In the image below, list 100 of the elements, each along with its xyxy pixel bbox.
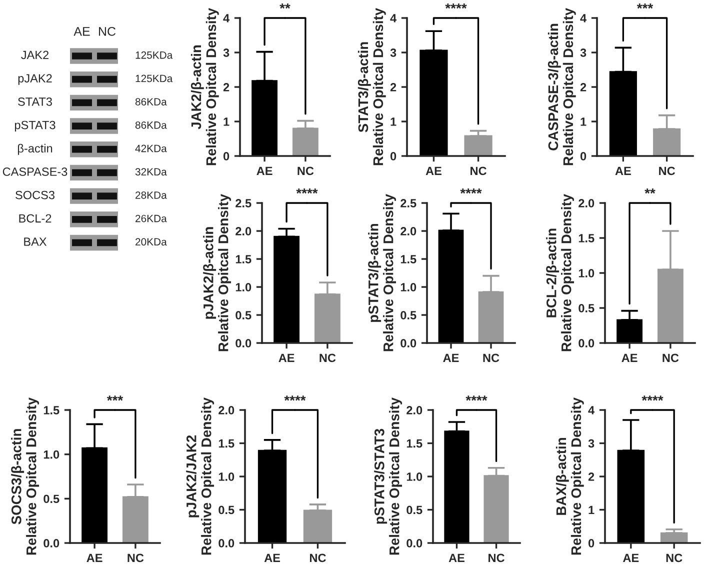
y-tick-label: 1.0 [578, 269, 594, 278]
y-tick-label: 1 [588, 506, 594, 514]
y-axis-title: BAX/β-actin Relative Opitcal Density [556, 397, 584, 555]
y-tick-label: 4 [390, 14, 397, 22]
y-axis-title: pSTAT3/β-actin Relative Opitcal Density [368, 194, 396, 352]
x-tick-label: NC [128, 554, 144, 562]
x-tick-label: AE [86, 554, 102, 562]
y-tick-label: 1.0 [236, 283, 252, 292]
y-tick-label: 1 [224, 118, 230, 126]
y-tick-label: 1.5 [218, 439, 234, 448]
y-tick-label: 2 [223, 83, 230, 92]
y-axis-title: pJAK2/β-actin Relative Opitcal Density [203, 194, 232, 352]
y-tick-label: 2.0 [236, 227, 252, 236]
y-tick-label: 2.5 [236, 199, 252, 208]
category-label: AE [74, 27, 90, 36]
y-tick-label: 0.5 [236, 311, 252, 320]
x-tick-label: AE [615, 166, 631, 175]
y-tick-label: 0.0 [400, 339, 416, 348]
text: **** [460, 188, 482, 194]
y-tick-label: 1.0 [406, 472, 422, 481]
y-tick-label: 1 [580, 118, 586, 126]
category-label: STAT3 [18, 97, 52, 106]
y-tick-label: 1.5 [406, 439, 422, 448]
x-tick-label: NC [483, 354, 500, 362]
y-tick-label: 0 [390, 152, 396, 160]
category-label: 125KDa [136, 74, 173, 82]
category-label: CASPASE-3 [2, 168, 68, 176]
x-tick-label: AE [278, 354, 294, 362]
category-label: β-actin [18, 144, 52, 155]
category-label: pSTAT3 [14, 120, 56, 132]
x-tick-label: AE [622, 354, 638, 362]
x-tick-label: AE [264, 554, 280, 562]
text: **** [642, 396, 664, 401]
x-tick-label: AE [443, 354, 459, 362]
y-axis-title: STAT3/β-actin Relative Opitcal Density [358, 8, 386, 166]
y-axis-title: SOCS3/β-actin Relative Opitcal Density [11, 397, 40, 555]
y-axis-title: pJAK2/JAK2 Relative Opitcal Density [186, 397, 214, 555]
category-label: 32KDa [135, 168, 167, 176]
y-tick-label: 2.0 [578, 199, 594, 208]
text: ** [644, 188, 656, 194]
y-tick-label: 0 [223, 152, 230, 160]
y-tick-label: 1.0 [218, 472, 234, 481]
x-tick-label: AE [256, 166, 272, 175]
category-label: SOCS3 [16, 190, 54, 200]
text: **** [466, 396, 488, 401]
y-tick-label: 2.5 [400, 199, 416, 208]
y-tick-label: 1.0 [400, 283, 416, 292]
category-label: 86KDa [135, 121, 167, 129]
category-label: BAX [24, 238, 47, 246]
category-label: 125KDa [136, 51, 173, 59]
text: **** [445, 3, 467, 9]
y-tick-label: 2 [580, 83, 586, 92]
y-tick-label: 2.0 [218, 406, 234, 414]
x-tick-label: AE [448, 554, 464, 562]
category-label: 28KDa [136, 191, 167, 199]
x-tick-label: NC [666, 554, 682, 562]
category-label: 20KDa [136, 238, 167, 246]
x-tick-label: NC [488, 554, 504, 562]
x-tick-label: AE [623, 554, 639, 562]
category-label: 42KDa [135, 144, 167, 152]
text: *** [636, 3, 654, 9]
text: ** [280, 3, 290, 9]
x-tick-label: NC [310, 554, 326, 562]
text: **** [296, 188, 318, 194]
y-tick-label: 0 [580, 152, 586, 160]
category-label: 86KDa [135, 98, 167, 106]
y-axis-title: BCL-2/β-actin Relative Opitcal Density [546, 194, 574, 352]
y-tick-label: 1.5 [578, 234, 594, 242]
text: *** [106, 396, 124, 401]
x-tick-label: NC [470, 166, 486, 176]
category-label: pJAK2 [18, 74, 52, 85]
y-tick-label: 1.0 [44, 450, 60, 459]
category-label: NC [99, 26, 116, 36]
y-axis-title: JAK2/β-actin Relative Opitcal Density [190, 8, 219, 166]
y-tick-label: 1.5 [44, 406, 60, 414]
text: **** [284, 396, 306, 401]
y-tick-label: 0.5 [578, 304, 594, 312]
y-tick-label: 3 [390, 48, 396, 57]
y-tick-label: 1.5 [400, 255, 416, 264]
y-tick-label: 0.5 [44, 494, 60, 504]
y-tick-label: 0.0 [406, 539, 422, 548]
y-tick-label: 3 [580, 48, 586, 57]
x-tick-label: NC [320, 354, 336, 362]
y-tick-label: 4 [223, 14, 230, 22]
y-tick-label: 2.0 [406, 406, 422, 414]
category-label: BCL-2 [19, 214, 52, 223]
y-tick-label: 2 [390, 83, 396, 92]
x-tick-label: NC [659, 166, 676, 176]
category-label: JAK2 [21, 50, 49, 60]
y-tick-label: 3 [588, 439, 594, 448]
x-tick-label: AE [426, 166, 442, 175]
y-tick-label: 0.0 [578, 339, 594, 348]
y-tick-label: 3 [223, 48, 230, 57]
y-tick-label: 0 [588, 539, 594, 548]
y-tick-label: 0.0 [44, 539, 60, 548]
y-tick-label: 4 [588, 406, 595, 414]
y-tick-label: 2 [588, 472, 594, 481]
y-tick-label: 1 [390, 118, 396, 126]
category-label: 26KDa [136, 214, 167, 222]
y-axis-title: CASPASE-3/β-actin Relative Opitcal Density [548, 8, 576, 166]
